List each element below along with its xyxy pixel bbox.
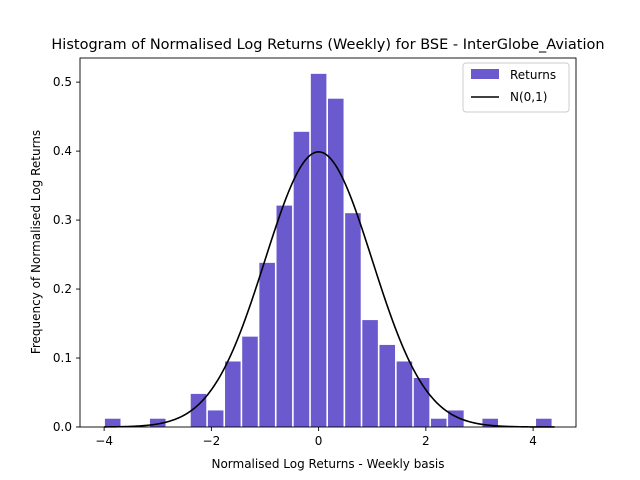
bar — [207, 410, 224, 427]
chart-title: Histogram of Normalised Log Returns (Wee… — [51, 37, 604, 53]
bar — [379, 344, 396, 427]
bar — [396, 361, 413, 427]
y-axis-label: Frequency of Normalised Log Returns — [29, 130, 43, 354]
bar — [242, 336, 258, 427]
bar — [482, 418, 498, 427]
y-tick-label: 0.1 — [53, 351, 72, 365]
y-tick-label: 0.4 — [53, 144, 72, 158]
plot-frame — [79, 57, 577, 428]
y-tick-label: 0.3 — [53, 213, 72, 227]
x-axis-ticks: −4 −2 0 2 4 — [95, 427, 537, 448]
legend-swatch-returns — [471, 69, 499, 79]
legend-label-returns: Returns — [510, 68, 556, 82]
bar — [345, 213, 361, 427]
y-tick-label: 0.5 — [53, 75, 72, 89]
bar — [190, 393, 207, 427]
legend-label-normal: N(0,1) — [510, 90, 547, 104]
bar — [276, 205, 293, 427]
bar — [310, 73, 327, 427]
bar — [293, 131, 310, 428]
bar — [362, 320, 378, 427]
x-tick-label: 0 — [315, 434, 323, 448]
bar — [149, 418, 166, 427]
legend: Returns N(0,1) — [462, 62, 570, 113]
y-tick-label: 0.2 — [53, 282, 72, 296]
y-axis-ticks: 0.0 0.1 0.2 0.3 0.4 0.5 — [53, 75, 80, 434]
bar — [536, 418, 552, 427]
normal-pdf-line — [104, 151, 555, 428]
bar — [430, 418, 447, 427]
bar — [259, 262, 275, 427]
x-axis-label: Normalised Log Returns - Weekly basis — [211, 457, 444, 471]
bar — [225, 361, 241, 427]
x-tick-label: −2 — [203, 434, 221, 448]
x-tick-label: 2 — [422, 434, 430, 448]
x-tick-label: −4 — [95, 434, 113, 448]
y-tick-label: 0.0 — [53, 420, 72, 434]
bar — [328, 98, 344, 428]
x-tick-label: 4 — [529, 434, 537, 448]
bars-group — [104, 73, 552, 428]
bar — [104, 418, 121, 427]
bar — [413, 378, 430, 427]
